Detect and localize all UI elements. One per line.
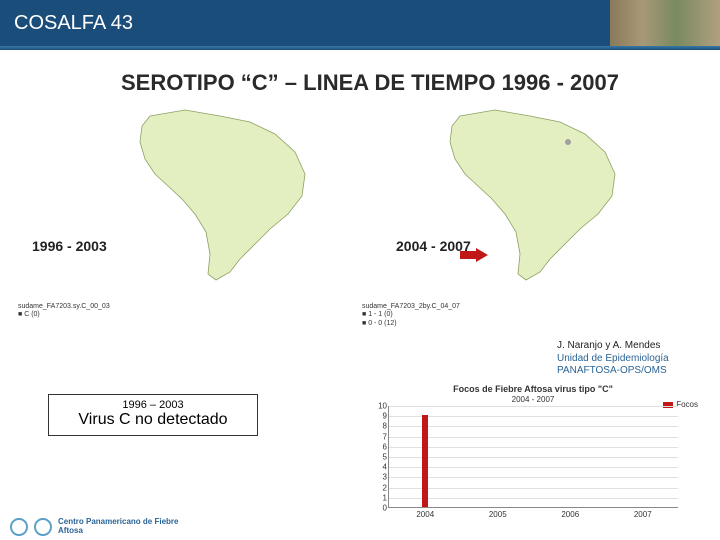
legend-label: Focos [676, 400, 698, 409]
gridline [389, 426, 678, 427]
legend-text: sudame_FA7203.sy.C_00_03 [18, 303, 110, 311]
chart-plot-area: 0123456789102004200520062007 [388, 406, 678, 508]
y-tick-label: 9 [375, 412, 387, 421]
x-tick-label: 2007 [634, 510, 652, 519]
y-tick-label: 5 [375, 453, 387, 462]
y-tick-label: 10 [375, 402, 387, 411]
gridline [389, 467, 678, 468]
y-tick-label: 0 [375, 504, 387, 513]
y-tick-label: 4 [375, 463, 387, 472]
map-left-legend: sudame_FA7203.sy.C_00_03 ■ C (0) [18, 303, 110, 320]
y-tick-label: 1 [375, 493, 387, 502]
footer-text: Centro Panamericano de Fiebre Aftosa [58, 518, 178, 536]
y-tick-label: 6 [375, 442, 387, 451]
no-detection-box: 1996 – 2003 Virus C no detectado [48, 394, 258, 436]
legend-text: ■ 0 - 0 (12) [362, 320, 460, 328]
slide-header: COSALFA 43 [0, 0, 720, 46]
gridline [389, 488, 678, 489]
header-divider [0, 46, 720, 50]
gridline [389, 498, 678, 499]
org-logo-icon [34, 518, 52, 536]
box-range: 1996 – 2003 [55, 399, 251, 411]
header-title: COSALFA 43 [14, 12, 133, 35]
map-right-range: 2004 - 2007 [396, 238, 471, 254]
focus-marker [565, 139, 571, 145]
continent-shape [140, 110, 305, 280]
south-america-map-left [90, 104, 340, 284]
attribution-block: J. Naranjo y A. Mendes Unidad de Epidemi… [557, 340, 712, 378]
legend-text: ■ 1 - 1 (0) [362, 311, 460, 319]
attribution-unit: Unidad de Epidemiología [557, 353, 712, 366]
org-logo-icon [10, 518, 28, 536]
header-photo-strip [610, 0, 720, 46]
gridline [389, 477, 678, 478]
gridline [389, 457, 678, 458]
legend-text: ■ C (0) [18, 311, 110, 319]
y-tick-label: 7 [375, 432, 387, 441]
x-tick-label: 2004 [416, 510, 434, 519]
map-1996-2003 [90, 104, 340, 289]
gridline [389, 406, 678, 407]
map-left-range: 1996 - 2003 [32, 238, 107, 254]
chart-subtitle: 2004 - 2007 [368, 395, 698, 404]
box-message: Virus C no detectado [55, 411, 251, 429]
focos-chart: Focos de Fiebre Aftosa virus tipo "C" 20… [368, 384, 698, 524]
gridline [389, 416, 678, 417]
chart-title: Focos de Fiebre Aftosa virus tipo "C" [368, 384, 698, 394]
south-america-map-right [400, 104, 650, 284]
map-right-legend: sudame_FA7203_2by.C_04_07 ■ 1 - 1 (0) ■ … [362, 303, 460, 328]
footer-org: Centro Panamericano de Fiebre Aftosa [10, 518, 178, 536]
attribution-org: PANAFTOSA-OPS/OMS [557, 365, 712, 378]
attribution-authors: J. Naranjo y A. Mendes [557, 340, 712, 353]
y-tick-label: 3 [375, 473, 387, 482]
bar [422, 415, 428, 507]
y-tick-label: 8 [375, 422, 387, 431]
legend-text: sudame_FA7203_2by.C_04_07 [362, 303, 460, 311]
x-tick-label: 2005 [489, 510, 507, 519]
x-tick-label: 2006 [561, 510, 579, 519]
map-2004-2007 [400, 104, 650, 289]
gridline [389, 437, 678, 438]
maps-row [0, 104, 720, 324]
y-tick-label: 2 [375, 483, 387, 492]
gridline [389, 447, 678, 448]
slide-title: SEROTIPO “C” – LINEA DE TIEMPO 1996 - 20… [90, 70, 650, 96]
